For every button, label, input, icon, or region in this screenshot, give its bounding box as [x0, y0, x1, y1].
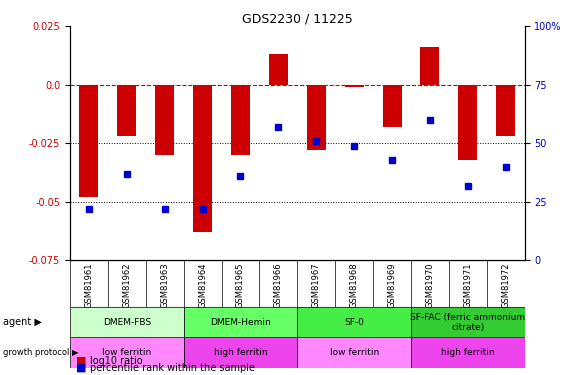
Text: GSM81970: GSM81970 [426, 263, 434, 308]
Text: GSM81971: GSM81971 [463, 263, 472, 308]
Bar [184, 307, 297, 338]
Bar [411, 307, 525, 338]
Text: ■: ■ [76, 363, 86, 373]
Text: GSM81972: GSM81972 [501, 263, 510, 308]
Text: log10 ratio: log10 ratio [90, 356, 143, 366]
Text: SF-FAC (ferric ammonium
citrate): SF-FAC (ferric ammonium citrate) [410, 313, 525, 332]
Bar [70, 307, 184, 338]
Text: GSM81965: GSM81965 [236, 263, 245, 308]
Bar [458, 85, 477, 160]
Bar [231, 85, 250, 155]
Bar [297, 338, 411, 368]
Text: high ferritin: high ferritin [441, 348, 494, 357]
Bar [184, 338, 297, 368]
Bar [269, 54, 288, 85]
Text: GSM81967: GSM81967 [312, 263, 321, 308]
Bar [496, 85, 515, 136]
Text: GSM81961: GSM81961 [85, 263, 93, 308]
Bar [70, 338, 184, 368]
Text: GSM81964: GSM81964 [198, 263, 207, 308]
Text: GSM81968: GSM81968 [350, 263, 359, 308]
Title: GDS2230 / 11225: GDS2230 / 11225 [242, 12, 353, 25]
Text: GSM81963: GSM81963 [160, 263, 169, 308]
Bar [420, 47, 440, 85]
Bar [411, 338, 525, 368]
Text: high ferritin: high ferritin [214, 348, 267, 357]
Text: growth protocol ▶: growth protocol ▶ [3, 348, 79, 357]
Bar [382, 85, 402, 127]
Bar [307, 85, 326, 150]
Text: agent ▶: agent ▶ [3, 317, 42, 327]
Bar [345, 85, 364, 87]
Text: GSM81969: GSM81969 [388, 263, 396, 308]
Text: DMEM-FBS: DMEM-FBS [103, 318, 151, 327]
Text: percentile rank within the sample: percentile rank within the sample [90, 363, 255, 373]
Text: DMEM-Hemin: DMEM-Hemin [210, 318, 271, 327]
Bar [79, 85, 99, 197]
Text: GSM81966: GSM81966 [274, 263, 283, 308]
Bar [117, 85, 136, 136]
Bar [155, 85, 174, 155]
Text: GSM81962: GSM81962 [122, 263, 131, 308]
Text: SF-0: SF-0 [344, 318, 364, 327]
Bar [193, 85, 212, 232]
Text: low ferritin: low ferritin [102, 348, 152, 357]
Bar [297, 307, 411, 338]
Text: ■: ■ [76, 356, 86, 366]
Text: low ferritin: low ferritin [329, 348, 379, 357]
